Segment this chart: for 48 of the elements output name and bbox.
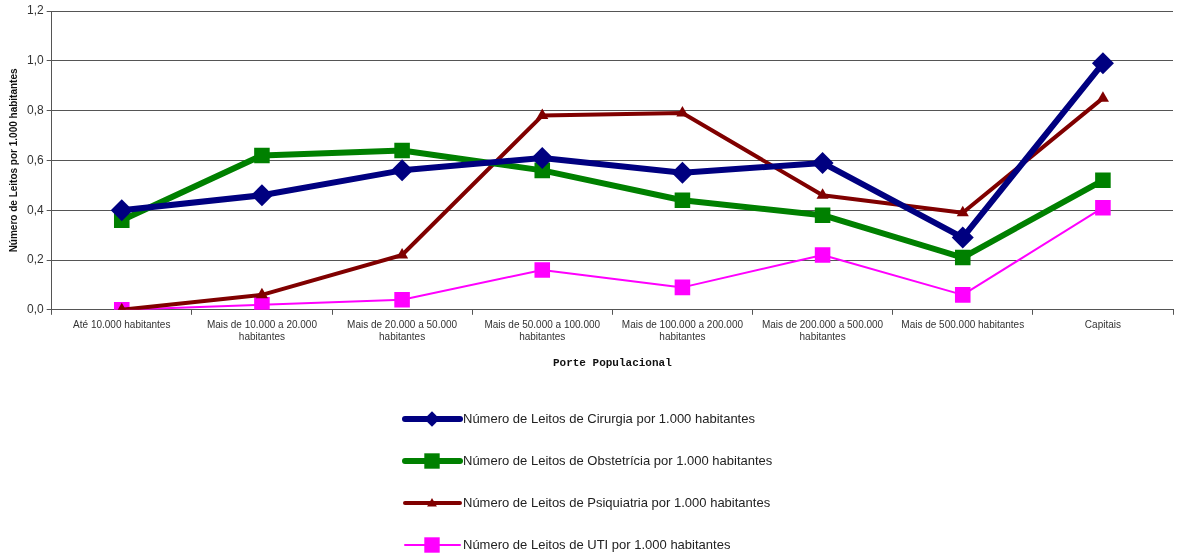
y-tick-label: 0,4	[26, 202, 44, 217]
y-tick-label: 0,8	[26, 102, 44, 117]
point	[255, 287, 268, 299]
x-tick-label: Mais de 500.000 habitantes	[901, 318, 1025, 330]
point	[671, 161, 694, 184]
point	[954, 249, 971, 266]
point	[1095, 172, 1111, 189]
point	[534, 262, 551, 278]
x-tick-label: Mais de 50.000 a 100.000 habitantes	[484, 318, 601, 342]
point	[394, 292, 410, 308]
point	[674, 192, 691, 209]
legend-label: Número de Leitos de Obstetrícia por 1.000 habitantes	[463, 452, 773, 468]
legend-label: Número de Leitos de UTI por 1.000 habitantes	[463, 536, 731, 552]
legend-label: Número de Leitos de Cirurgia por 1.000 habitantes	[463, 410, 756, 426]
x-tick-label: Até 10.000 habitantes	[73, 318, 171, 330]
y-tick-label: 0,0	[26, 302, 44, 317]
point	[110, 199, 133, 222]
point	[956, 205, 969, 217]
point	[814, 247, 831, 263]
x-axis-title: Porte Populacional	[552, 357, 673, 370]
y-tick-label: 0,2	[26, 252, 44, 267]
y-tick-label: 1,2	[26, 3, 44, 18]
point	[1096, 91, 1109, 102]
point	[396, 248, 409, 259]
point	[536, 108, 549, 120]
y-tick-label: 1,0	[26, 53, 44, 68]
point	[391, 159, 414, 182]
point	[814, 207, 831, 223]
point	[531, 146, 554, 169]
point	[250, 184, 273, 207]
y-axis-title: Número de Leitos por 1.000 habitantes	[7, 67, 19, 253]
point	[1095, 199, 1111, 216]
x-tick-label: Mais de 200.000 a 500.000 habitantes	[761, 318, 884, 342]
x-tick-label: Mais de 100.000 a 200.000 habitantes	[621, 318, 744, 342]
point	[394, 142, 410, 159]
point	[254, 147, 270, 164]
x-tick-label: Mais de 10.000 a 20.000 habitantes	[206, 318, 318, 342]
y-tick-label: 0,6	[26, 152, 44, 167]
x-tick-label: Capitais	[1084, 318, 1121, 330]
point	[254, 297, 270, 310]
point	[1091, 52, 1114, 75]
point	[674, 279, 691, 296]
x-tick-label: Mais de 20.000 a 50.000 habitantes	[347, 318, 458, 342]
point	[954, 287, 971, 303]
point	[811, 151, 834, 174]
point	[816, 188, 829, 199]
point	[951, 226, 974, 249]
legend-label: Número de Leitos de Psiquiatria por 1.000 habitantes	[463, 494, 771, 510]
